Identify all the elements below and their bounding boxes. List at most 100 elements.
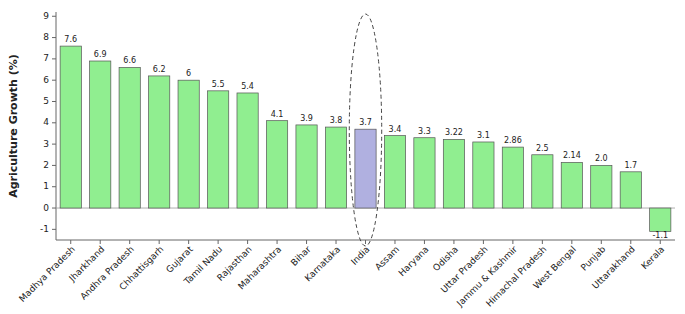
- y-tick-label: 4: [43, 117, 49, 127]
- data-label: 3.7: [359, 118, 372, 127]
- data-label: 7.6: [64, 35, 77, 44]
- bar: [296, 125, 317, 208]
- y-tick-label: 0: [43, 203, 49, 213]
- x-tick: [512, 240, 513, 244]
- data-label: 5.4: [241, 82, 254, 91]
- x-tick: [277, 240, 278, 244]
- data-label: 2.86: [504, 136, 522, 145]
- x-tick: [306, 240, 307, 244]
- x-tick: [247, 240, 248, 244]
- data-label: -1.1: [652, 231, 668, 240]
- bar: [532, 155, 553, 208]
- y-tick-label: 1: [43, 181, 49, 191]
- x-tick-label: Andhra Pradesh: [78, 244, 136, 302]
- bar: [119, 67, 140, 208]
- x-tick: [394, 240, 395, 244]
- bar: [650, 208, 671, 231]
- x-tick: [630, 240, 631, 244]
- y-tick-label: 3: [43, 139, 49, 149]
- x-tick: [660, 240, 661, 244]
- x-tick-label: Uttarakhand: [590, 244, 637, 291]
- bar: [591, 165, 612, 208]
- x-tick: [365, 240, 366, 244]
- x-tick-label: Punjab: [579, 244, 608, 273]
- data-label: 5.5: [212, 80, 225, 89]
- y-tick-label: 9: [43, 11, 49, 21]
- y-tick-label: -1: [40, 224, 49, 234]
- x-tick-label: Karnataka: [303, 244, 342, 283]
- y-axis: -1 0 1 2 3 4 5 6 7 8 9: [40, 11, 675, 240]
- bar: [443, 139, 464, 208]
- bar: [149, 76, 170, 208]
- y-tick: [52, 80, 56, 81]
- bar: [384, 136, 405, 208]
- y-tick: [52, 16, 56, 17]
- x-tick-label: Tamil Nadu: [181, 244, 224, 287]
- x-tick-label: Maharashtra: [236, 244, 283, 291]
- y-tick: [52, 122, 56, 123]
- bar: [178, 80, 199, 208]
- data-label: 3.9: [300, 114, 313, 123]
- x-tick-label: Bihar: [289, 244, 313, 268]
- x-tick: [424, 240, 425, 244]
- bar: [208, 91, 229, 208]
- x-tick: [70, 240, 71, 244]
- bar: [325, 127, 346, 208]
- x-tick: [100, 240, 101, 244]
- x-tick: [453, 240, 454, 244]
- bar: [414, 138, 435, 208]
- y-tick: [52, 208, 56, 209]
- x-tick: [601, 240, 602, 244]
- x-tick-label: Madhya Pradesh: [17, 244, 77, 304]
- x-tick: [218, 240, 219, 244]
- highlight-ellipse: [349, 14, 381, 246]
- x-tick: [542, 240, 543, 244]
- y-axis-line: [56, 12, 57, 240]
- x-tick: [159, 240, 160, 244]
- y-tick: [52, 37, 56, 38]
- x-tick-label: Chhattisgarh: [117, 244, 165, 292]
- y-tick: [52, 144, 56, 145]
- y-tick: [52, 186, 56, 187]
- y-tick-label: 8: [43, 32, 49, 42]
- y-tick-label: 5: [43, 96, 49, 106]
- data-label: 6.2: [153, 65, 166, 74]
- bar: [60, 46, 81, 208]
- x-tick-label: Kerala: [639, 244, 666, 271]
- y-tick: [52, 165, 56, 166]
- x-tick: [336, 240, 337, 244]
- y-tick: [52, 229, 56, 230]
- data-label: 3.4: [389, 125, 402, 134]
- data-label: 3.8: [330, 116, 343, 125]
- x-tick-label: Odisha: [431, 244, 460, 273]
- y-tick-label: 7: [43, 53, 49, 63]
- x-tick: [188, 240, 189, 244]
- x-tick-label: Assam: [373, 244, 401, 272]
- bar: [473, 142, 494, 208]
- bar: [266, 121, 287, 208]
- bar: [90, 61, 111, 208]
- chart: -1 0 1 2 3 4 5 6 7 8 9 Agriculture Growth (%) 7.6 6.9…: [0, 0, 685, 314]
- x-tick-label: West Bengal: [531, 244, 578, 291]
- bar: [502, 147, 523, 208]
- data-label: 3.1: [477, 131, 490, 140]
- y-axis-label: Agriculture Growth (%): [7, 54, 20, 198]
- x-tick: [483, 240, 484, 244]
- bar: [620, 172, 641, 208]
- y-tick-label: 2: [43, 160, 49, 170]
- data-label: 6.9: [94, 50, 107, 59]
- data-label: 2.14: [563, 151, 581, 160]
- x-tick: [129, 240, 130, 244]
- data-labels: 7.66.96.66.265.55.44.13.93.83.73.43.33.2…: [64, 35, 668, 240]
- data-label: 4.1: [271, 110, 284, 119]
- bar: [237, 93, 258, 208]
- data-label: 6: [186, 69, 191, 78]
- data-label: 2.5: [536, 144, 549, 153]
- x-axis: Madhya PradeshJharkhandAndhra PradeshChh…: [17, 240, 666, 309]
- bars: [56, 46, 675, 231]
- x-tick-label: Haryana: [397, 244, 431, 278]
- x-tick-label: India: [349, 244, 372, 267]
- bar: [355, 129, 376, 208]
- y-tick: [52, 101, 56, 102]
- y-tick: [52, 58, 56, 59]
